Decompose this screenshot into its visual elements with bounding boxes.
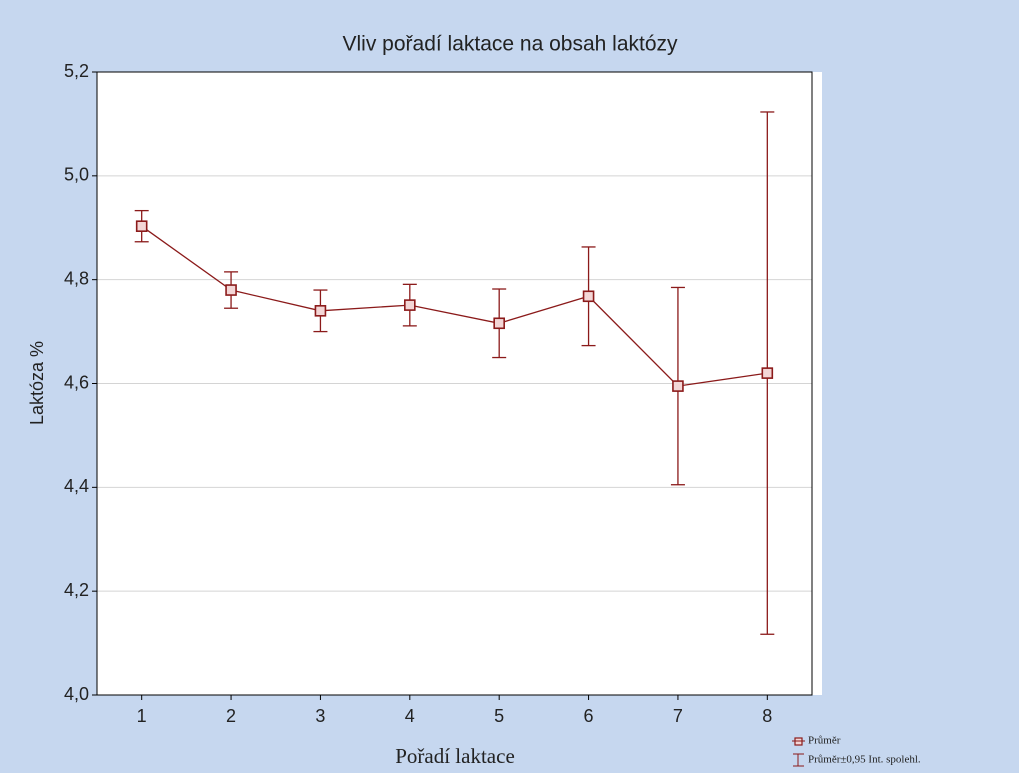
legend-label: Průměr <box>808 735 841 747</box>
x-tick-label: 3 <box>315 706 325 726</box>
plot-frame <box>96 71 813 696</box>
x-tick-label: 6 <box>584 706 594 726</box>
x-tick-label: 8 <box>762 706 772 726</box>
chart-title: Vliv pořadí laktace na obsah laktózy <box>342 33 678 56</box>
y-tick-label: 4,4 <box>64 476 89 496</box>
x-tick-label: 5 <box>494 706 504 726</box>
y-tick-label: 5,0 <box>64 165 89 185</box>
data-point <box>493 317 505 330</box>
data-point <box>314 305 327 317</box>
x-axis-label: Pořadí laktace <box>395 744 515 768</box>
x-tick-label: 7 <box>673 706 683 726</box>
legend-label: Průměr±0,95 Int. spolehl. <box>808 754 921 766</box>
y-tick-label: 5,2 <box>64 61 89 81</box>
x-tick-label: 4 <box>405 706 415 726</box>
y-tick-label: 4,6 <box>64 372 89 392</box>
data-point <box>672 380 684 392</box>
data-point <box>225 284 237 296</box>
y-axis-label: Laktóza % <box>27 341 47 425</box>
data-point <box>761 367 774 379</box>
y-tick-label: 4,2 <box>64 580 89 600</box>
legend-marker <box>793 753 804 767</box>
data-point <box>135 220 148 232</box>
data-point <box>404 299 416 311</box>
x-tick-label: 2 <box>226 706 236 726</box>
x-tick-label: 1 <box>137 706 147 726</box>
y-tick-label: 4,0 <box>64 684 89 704</box>
data-point <box>582 290 595 303</box>
y-tick-label: 4,8 <box>64 268 89 288</box>
data-line <box>141 225 768 387</box>
